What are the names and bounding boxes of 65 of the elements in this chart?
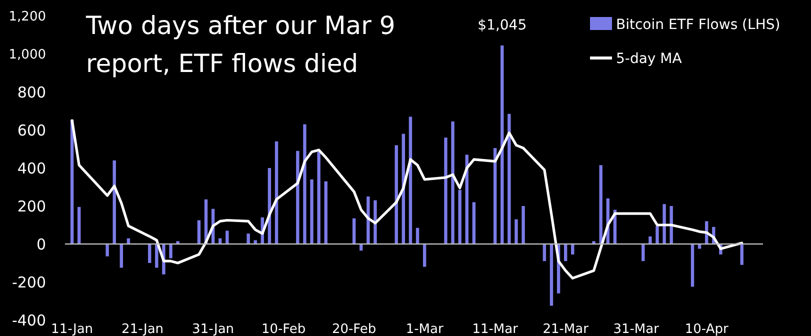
x-tick-label: 11-Jan	[51, 322, 94, 336]
bar	[500, 45, 504, 244]
bar	[169, 244, 172, 258]
y-tick-label: -200	[12, 273, 46, 292]
bar	[422, 244, 426, 267]
bar	[148, 244, 152, 263]
bar	[78, 206, 81, 244]
bar	[310, 179, 314, 244]
bar	[451, 121, 454, 244]
bar	[472, 202, 476, 244]
bar	[592, 241, 596, 244]
bar	[317, 152, 320, 244]
y-tick-label: 400	[17, 159, 46, 178]
bar	[670, 206, 673, 244]
bar	[176, 241, 180, 244]
bar	[374, 200, 377, 244]
bar	[106, 244, 109, 256]
x-tick-label: 10-Apr	[684, 322, 729, 336]
bar	[508, 114, 511, 244]
bar	[642, 244, 645, 262]
bar	[740, 244, 744, 265]
legend-label: 5-day MA	[616, 50, 682, 67]
bar	[550, 244, 554, 306]
bar	[599, 165, 602, 244]
bar	[324, 181, 328, 244]
y-tick-label: -400	[12, 311, 46, 330]
bar	[120, 244, 124, 268]
y-tick-label: 1,000	[8, 48, 46, 63]
x-tick-label: 31-Mar	[613, 322, 660, 336]
bar	[416, 228, 420, 244]
y-tick-label: 800	[17, 83, 46, 102]
bar	[155, 244, 158, 268]
x-tick-label: 31-Jan	[192, 322, 234, 336]
bar	[246, 234, 250, 244]
bar	[690, 244, 694, 287]
bar	[444, 138, 448, 244]
x-tick-label: 21-Mar	[542, 322, 590, 336]
x-tick-label: 10-Feb	[261, 322, 306, 336]
line-series	[70, 119, 744, 280]
bar	[197, 220, 201, 244]
bar	[458, 190, 462, 244]
text: Two days after our Mar 9 report, ETF flows died	[85, 11, 396, 78]
x-tick-label: 1-Mar	[406, 322, 444, 336]
bar	[648, 236, 652, 244]
legend-label: Bitcoin ETF Flows (LHS)	[616, 16, 780, 33]
bar	[366, 196, 370, 244]
bar	[514, 219, 518, 244]
y-tick-label: 200	[17, 197, 46, 216]
bar	[564, 244, 568, 262]
bar	[662, 204, 666, 244]
bar	[656, 226, 659, 244]
x-tick-label: 20-Feb	[332, 322, 376, 336]
y-tick-label: 1,200	[8, 10, 46, 25]
bar	[522, 206, 525, 244]
y-tick-label: 0	[36, 235, 46, 254]
bar	[296, 150, 300, 244]
x-tick-label: 21-Jan	[122, 322, 164, 336]
bar	[542, 244, 546, 262]
bar	[303, 124, 306, 244]
y-tick-label: 600	[17, 121, 46, 140]
bar	[571, 244, 574, 254]
x-tick-label: 11-Mar	[472, 322, 519, 336]
annotation: $1,045	[478, 17, 527, 34]
bar	[226, 230, 229, 244]
bar	[352, 218, 356, 244]
